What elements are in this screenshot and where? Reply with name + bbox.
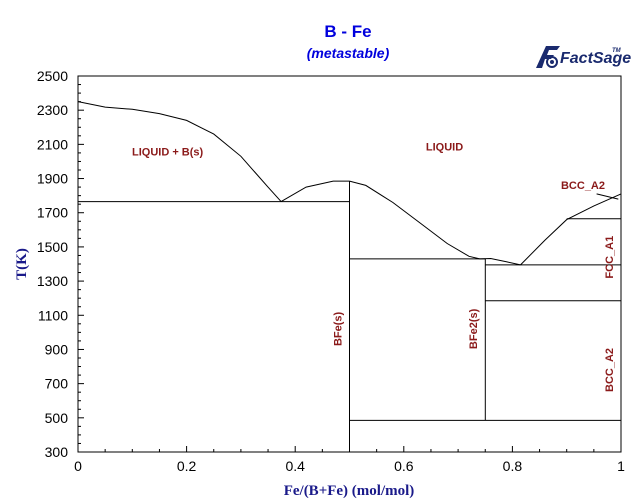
y-tick-label: 1500 bbox=[37, 239, 68, 255]
y-tick-label: 1300 bbox=[37, 273, 68, 289]
chart-title: B - Fe bbox=[324, 22, 371, 41]
region-label: BCC_A2 bbox=[604, 348, 616, 392]
y-tick-label: 700 bbox=[45, 376, 69, 392]
region-label: BCC_A2 bbox=[561, 180, 605, 192]
x-tick-label: 0.8 bbox=[503, 458, 523, 474]
x-tick-label: 0 bbox=[74, 458, 82, 474]
x-tick-label: 0.4 bbox=[285, 458, 305, 474]
logo-text: FactSage bbox=[560, 50, 631, 67]
y-tick-label: 900 bbox=[45, 341, 69, 357]
x-tick-label: 0.6 bbox=[394, 458, 414, 474]
y-tick-label: 500 bbox=[45, 410, 69, 426]
y-tick-label: 1900 bbox=[37, 171, 68, 187]
phase-boundaries bbox=[77, 101, 622, 452]
y-tick-label: 1700 bbox=[37, 205, 68, 221]
region-label: LIQUID bbox=[426, 141, 463, 153]
phase-boundary-2 bbox=[280, 180, 350, 203]
phase-region-labels: LIQUID + B(s) LIQUID BCC_A2 BFe(s) BFe2(s) FC… bbox=[132, 141, 616, 392]
phase-boundary-1 bbox=[77, 101, 282, 202]
chart-subtitle: (metastable) bbox=[307, 45, 390, 61]
region-label: BFe2(s) bbox=[468, 308, 480, 349]
factsage-logo-mark bbox=[536, 46, 560, 68]
logo-superscript: TM bbox=[612, 48, 622, 54]
y-axis-title: T(K) bbox=[14, 248, 30, 280]
x-tick-label: 0.2 bbox=[177, 458, 197, 474]
y-tick-label: 2300 bbox=[37, 102, 68, 118]
phase-boundary-14 bbox=[596, 193, 619, 200]
region-label: FCC_A1 bbox=[604, 236, 616, 279]
factsage-logo: FactSage TM bbox=[536, 46, 631, 68]
y-tick-label: 2500 bbox=[37, 68, 68, 84]
x-axis-ticks: 0 0.2 0.4 0.6 0.8 1 bbox=[74, 446, 625, 474]
phase-boundary-3 bbox=[349, 180, 480, 260]
x-tick-label: 1 bbox=[617, 458, 625, 474]
y-tick-label: 1100 bbox=[38, 307, 68, 323]
y-axis-ticks: 300 500 700 900 1100 1300 1500 1700 1900 2100 2300… bbox=[37, 68, 84, 460]
phase-boundary-5 bbox=[520, 193, 622, 266]
region-label: BFe(s) bbox=[332, 311, 344, 346]
region-label: LIQUID + B(s) bbox=[132, 147, 204, 159]
y-tick-label: 300 bbox=[45, 444, 69, 460]
x-axis-title: Fe/(B+Fe) (mol/mol) bbox=[284, 483, 415, 499]
phase-boundary-4 bbox=[479, 257, 521, 266]
y-tick-label: 2100 bbox=[37, 136, 68, 152]
